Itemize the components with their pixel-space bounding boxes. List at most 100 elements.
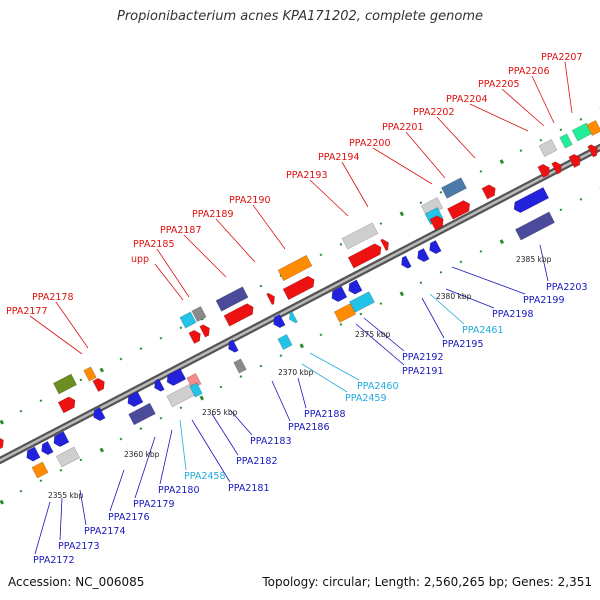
gene-glyph xyxy=(289,310,298,324)
leader-line xyxy=(531,75,555,124)
gene-glyph xyxy=(380,238,389,252)
scale-dot xyxy=(299,343,305,349)
gene-label-top: PPA2206 xyxy=(508,66,550,77)
gene-glyph xyxy=(349,291,375,313)
scale-dot xyxy=(19,409,23,413)
gene-label-top: PPA2201 xyxy=(382,122,424,133)
gene-glyph xyxy=(189,382,203,398)
gene-label-bottom: PPA2191 xyxy=(402,366,444,377)
leader-line xyxy=(539,244,549,282)
gene-glyph xyxy=(188,329,201,345)
scale-dot xyxy=(99,367,105,373)
scale-dot xyxy=(379,222,383,225)
gene-glyph xyxy=(52,373,78,395)
scale-dot xyxy=(559,208,563,212)
gene-label-top: PPA2205 xyxy=(478,79,520,90)
gene-label-bottom: PPA2461 xyxy=(462,325,504,336)
leader-line xyxy=(59,497,63,541)
gene-glyph xyxy=(26,446,41,462)
gene-label-bottom: PPA2458 xyxy=(184,471,226,482)
leader-line xyxy=(501,88,545,127)
gene-glyph xyxy=(333,303,357,323)
gene-glyph xyxy=(154,378,165,392)
kbp-tick-label: 2380 kbp xyxy=(436,292,472,301)
leader-line xyxy=(309,179,349,217)
scale-dot xyxy=(279,354,283,358)
kbp-ticks: 2355 kbp 2360 kbp 2365 kbp 2370 kbp 2375 kbp… xyxy=(48,255,552,500)
gene-glyph xyxy=(348,279,363,295)
leader-line xyxy=(363,317,405,352)
kbp-tick-label: 2385 kbp xyxy=(516,255,552,264)
leader-line xyxy=(34,501,51,555)
gene-label-bottom: PPA2182 xyxy=(236,456,278,467)
gene-glyph xyxy=(83,366,97,382)
leader-line xyxy=(79,489,87,526)
gene-label-top: PPA2189 xyxy=(192,209,234,220)
gene-glyph xyxy=(199,324,210,338)
leader-line xyxy=(309,352,360,381)
kbp-tick-label: 2370 kbp xyxy=(278,368,314,377)
leader-line xyxy=(183,234,227,278)
leader-line xyxy=(372,147,433,185)
scale-dot xyxy=(79,378,83,382)
scale-dot xyxy=(119,357,123,361)
gene-glyph xyxy=(0,436,4,450)
gene-label-bottom: PPA2459 xyxy=(345,393,387,404)
gene-label-bottom: PPA2176 xyxy=(108,512,150,523)
gene-label-bottom: PPA2460 xyxy=(357,381,399,392)
leader-line xyxy=(564,61,573,114)
gene-glyph xyxy=(341,222,379,250)
gene-label-top: upp xyxy=(131,254,149,265)
scale-dot xyxy=(439,190,443,194)
scale-dot xyxy=(439,270,443,274)
leader-line xyxy=(55,301,89,349)
gene-glyph xyxy=(417,247,430,263)
scale-dot xyxy=(459,260,463,264)
gene-glyph xyxy=(441,177,467,199)
leader-line xyxy=(179,419,187,471)
kbp-tick-label: 2365 kbp xyxy=(202,408,238,417)
gene-label-bottom: PPA2173 xyxy=(58,541,100,552)
gene-label-bottom: PPA2181 xyxy=(228,483,270,494)
gene-glyph xyxy=(191,305,207,323)
gene-glyph xyxy=(166,368,187,386)
gene-glyph xyxy=(447,200,471,220)
genome-backbone xyxy=(0,143,600,465)
scale-dot xyxy=(39,399,43,403)
leader-line xyxy=(436,116,476,159)
leader-line xyxy=(156,248,190,298)
gene-label-bottom: PPA2203 xyxy=(546,282,588,293)
scale-dot xyxy=(39,479,43,483)
kbp-tick-label: 2355 kbp xyxy=(48,491,84,500)
scale-dot xyxy=(99,447,105,453)
gene-glyph xyxy=(179,311,197,329)
leader-line xyxy=(297,377,307,409)
scale-dot xyxy=(399,211,405,217)
gene-glyph xyxy=(481,184,496,200)
scale-dot xyxy=(379,302,383,305)
gene-label-bottom: PPA2195 xyxy=(442,339,484,350)
gene-label-bottom: PPA2192 xyxy=(402,352,444,363)
gene-glyph xyxy=(347,243,382,269)
gene-glyph xyxy=(559,133,573,149)
scale-dot xyxy=(579,198,583,201)
gene-glyph xyxy=(277,333,293,351)
scale-dot xyxy=(179,406,183,410)
scale-dot xyxy=(139,347,143,350)
scale-dot xyxy=(319,253,323,257)
gene-glyph xyxy=(128,402,156,426)
gene-label-top: PPA2187 xyxy=(160,225,202,236)
scale-dot xyxy=(479,170,483,173)
scale-dot xyxy=(579,118,583,121)
scale-dot xyxy=(419,281,423,285)
leader-line xyxy=(191,419,231,483)
leader-line xyxy=(211,413,239,456)
map-title: Propionibacterium acnes KPA171202, compl… xyxy=(117,9,483,24)
leader-line xyxy=(159,429,173,485)
gene-glyph xyxy=(31,461,49,479)
scale-dot xyxy=(59,468,63,472)
gene-label-bottom: PPA2198 xyxy=(492,309,534,320)
leader-line xyxy=(405,131,446,179)
leader-line xyxy=(469,103,529,132)
gene-glyph xyxy=(223,303,254,327)
